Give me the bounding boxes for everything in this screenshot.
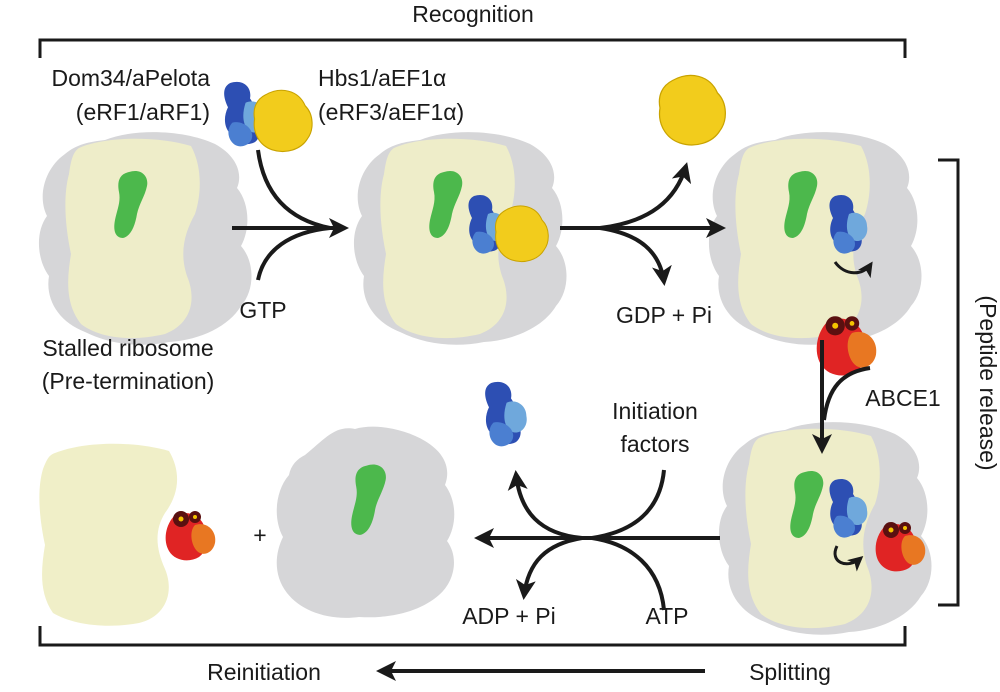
- label-initiation: Initiation: [612, 398, 698, 424]
- arrow-gtp-in: [256, 226, 331, 281]
- released-hbs1: [658, 74, 726, 146]
- label-plus: +: [253, 522, 266, 548]
- small-subunit-with-abce1: [39, 443, 216, 626]
- arrow-adp-out: [515, 536, 583, 600]
- label-erf3: (eRF3/aEF1α): [318, 99, 464, 125]
- label-dom34: Dom34/aPelota: [51, 65, 210, 91]
- label-reinitiation: Reinitiation: [207, 659, 321, 685]
- arrow-hbs1-out: [599, 162, 692, 230]
- label-erf1: (eRF1/aRF1): [76, 99, 210, 125]
- label-stalled-ribosome: Stalled ribosome: [42, 335, 213, 361]
- ribosome-with-dom34: [708, 132, 922, 345]
- arrow-initiation-in: [591, 469, 666, 540]
- arrow-dom34-out: [507, 470, 583, 540]
- label-abce1: ABCE1: [865, 385, 940, 411]
- label-adp-pi: ADP + Pi: [462, 603, 556, 629]
- dom34-hbs1-complex: [224, 81, 313, 153]
- label-splitting: Splitting: [749, 659, 831, 685]
- ribosome-with-abce1: [718, 422, 932, 635]
- released-dom34: [485, 381, 527, 447]
- arrow-complex-in: [256, 149, 331, 230]
- label-gdp-pi: GDP + Pi: [616, 302, 712, 328]
- reinitiation-bracket: [38, 626, 907, 647]
- label-pre-termination: (Pre-termination): [42, 368, 215, 394]
- stalled-ribosome: [38, 132, 252, 345]
- label-factors: factors: [620, 431, 689, 457]
- arrow-atp-in: [591, 536, 666, 611]
- label-gtp: GTP: [239, 297, 286, 323]
- large-subunit: [276, 426, 455, 618]
- recognition-bracket: [38, 38, 907, 58]
- label-peptide-release: (Peptide release): [975, 295, 1000, 470]
- peptide-release-bracket: [938, 158, 960, 607]
- label-hbs1: Hbs1/aEF1α: [318, 65, 446, 91]
- ribosome-with-dom34-hbs1: [353, 132, 567, 345]
- arrow-gdp-out: [599, 226, 672, 286]
- label-recognition: Recognition: [412, 1, 533, 27]
- label-atp: ATP: [645, 603, 688, 629]
- arrow-abce1-in: [822, 366, 871, 421]
